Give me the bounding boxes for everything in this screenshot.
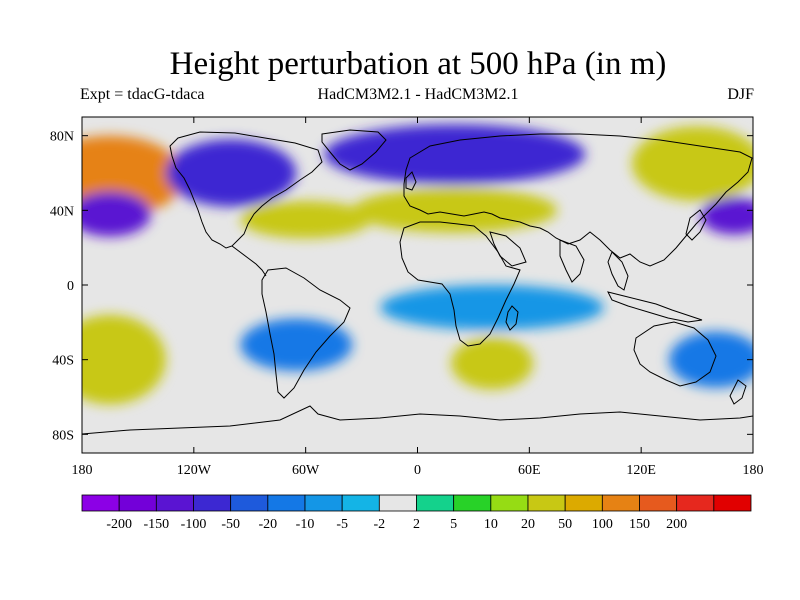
colorbar-label: -5 (336, 517, 348, 532)
colorbar-label: 20 (521, 517, 535, 532)
colorbar-swatch (416, 494, 455, 512)
colorbar-label: 200 (666, 517, 687, 532)
anomaly-blob-10 (631, 126, 753, 201)
colorbar-label: -150 (143, 517, 169, 532)
coastline-arabia (489, 231, 527, 267)
anomaly-blob-2 (82, 314, 166, 405)
colorbar-swatch (453, 494, 492, 512)
colorbar-swatch (378, 494, 417, 512)
anomaly-blob-9 (380, 285, 604, 330)
lat-label: 40S (52, 354, 74, 369)
anomaly-blob-6 (324, 124, 586, 185)
colorbar-swatch (639, 494, 678, 512)
lon-label: 120E (626, 463, 656, 478)
colorbar-swatch (676, 494, 715, 512)
coastline-africa (399, 221, 521, 347)
experiment-label: Expt = tdacG-tdaca (80, 86, 205, 103)
coastline-antarctica (82, 405, 753, 435)
anomaly-field (82, 117, 753, 453)
anomaly-blob-12 (669, 331, 753, 388)
colorbar-label: -10 (296, 517, 315, 532)
coastlines (82, 129, 753, 435)
axis-labels: 80N 40N 0 40S 80S 180 120W 60W 0 60E 120E 180 (50, 130, 764, 478)
coastline-south-america (261, 267, 351, 399)
colorbar-swatch (490, 494, 529, 512)
coastline-eurasia (403, 133, 753, 267)
coastline-north-america (169, 131, 323, 249)
lon-label: 60W (292, 463, 320, 478)
lat-label: 0 (67, 279, 74, 294)
coastline-australia (633, 321, 717, 387)
anomaly-blob-3 (165, 139, 297, 207)
lon-label: 60E (518, 463, 541, 478)
colorbar-swatch (304, 494, 343, 512)
colorbar-label: 50 (558, 517, 572, 532)
anomaly-blob-7 (352, 187, 558, 233)
lon-label: 180 (72, 463, 93, 478)
colorbar-label: -200 (106, 517, 132, 532)
axis-ticks (81, 117, 754, 453)
lat-label: 80N (50, 130, 74, 145)
anomaly-blob-1 (82, 191, 151, 237)
colorbar-swatch (155, 494, 194, 512)
colorbar-swatch (118, 494, 157, 512)
colorbar-label: 5 (450, 517, 457, 532)
lon-label: 180 (743, 463, 764, 478)
model-label: HadCM3M2.1 - HadCM3M2.1 (317, 86, 519, 103)
coastline-uk (405, 171, 417, 191)
colorbar: -200 -150 -100 -50 -20 -10 -5 -2 2 5 10 20 50 100 150 2… (81, 494, 752, 532)
colorbar-swatch (601, 494, 640, 512)
colorbar-label: 100 (592, 517, 613, 532)
coastline-india (559, 239, 585, 283)
coastline-greenland (321, 129, 387, 171)
colorbar-swatch (527, 494, 566, 512)
colorbar-label: -50 (221, 517, 240, 532)
colorbar-label: 150 (629, 517, 650, 532)
plot-title: Height perturbation at 500 hPa (in m) (169, 46, 667, 82)
colorbar-swatch (564, 494, 603, 512)
coastline-new-zealand (729, 379, 747, 405)
colorbar-label: -20 (258, 517, 277, 532)
colorbar-label: -2 (373, 517, 385, 532)
colorbar-swatch (267, 494, 306, 512)
colorbar-swatch (230, 494, 269, 512)
anomaly-blob-5 (240, 318, 353, 371)
colorbar-swatch (341, 494, 380, 512)
lon-label: 0 (414, 463, 421, 478)
coastline-indonesia (607, 291, 703, 323)
colorbar-swatch (193, 494, 232, 512)
colorbar-swatch (81, 494, 120, 512)
coastline-japan (685, 209, 707, 241)
colorbar-label: 2 (413, 517, 420, 532)
lon-label: 120W (177, 463, 212, 478)
anomaly-blob-4 (240, 201, 371, 239)
colorbar-swatch (713, 494, 752, 512)
coastline-madagascar (505, 305, 519, 331)
anomaly-blob-8 (451, 337, 534, 390)
season-label: DJF (727, 86, 754, 103)
coastline-central-america (231, 245, 267, 277)
anomaly-blob-11 (700, 197, 753, 235)
colorbar-label: 10 (484, 517, 498, 532)
lat-label: 80S (52, 428, 74, 443)
colorbar-label: -100 (181, 517, 207, 532)
lat-label: 40N (50, 204, 74, 219)
coastline-southeast-asia (607, 251, 629, 291)
